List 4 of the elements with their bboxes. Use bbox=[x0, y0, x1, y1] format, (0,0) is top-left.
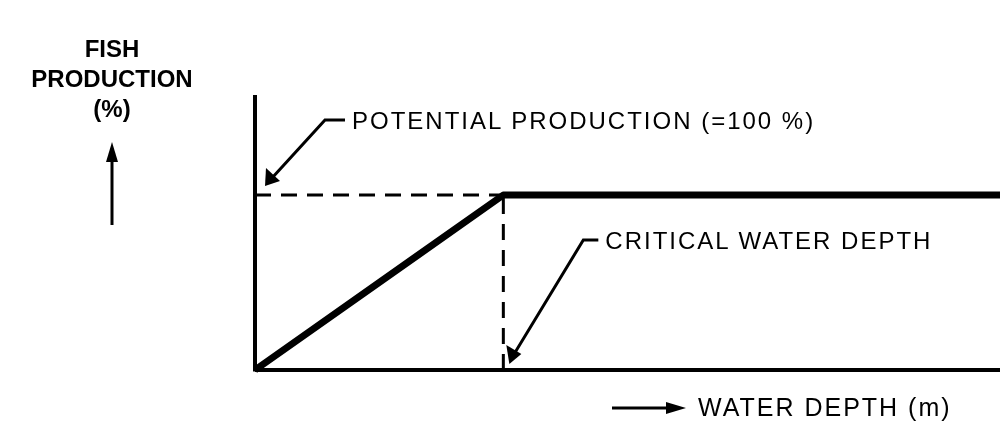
annotation: CRITICAL WATER DEPTH bbox=[605, 227, 933, 254]
ref-line-label: POTENTIAL PRODUCTION (=100 %) bbox=[352, 107, 816, 134]
x-axis-title: WATER DEPTH (m) bbox=[698, 393, 952, 421]
y-axis-title: FISH PRODUCTION (%) bbox=[31, 35, 193, 122]
